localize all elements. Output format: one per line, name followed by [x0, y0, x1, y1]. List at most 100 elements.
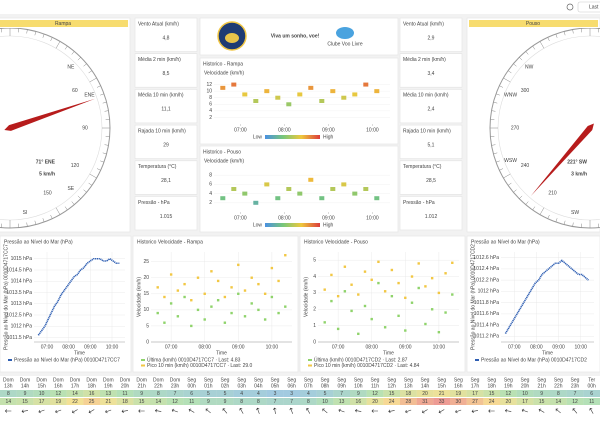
degree-label: 270: [511, 125, 520, 131]
legend-gradient: [265, 135, 320, 139]
gust-cell: [300, 398, 317, 405]
heat-cell: [352, 92, 358, 97]
y-tick-label: 0: [313, 339, 316, 345]
gust-cell: [316, 398, 334, 405]
forecast-day: Seg: [354, 377, 363, 383]
gust-value: 11: [189, 399, 194, 405]
gauge-tick: [26, 29, 28, 34]
y-tick-label: 1012.2 hPa: [473, 277, 499, 283]
gust-value: 15: [539, 399, 545, 405]
time-range-button[interactable]: [577, 1, 600, 13]
y-tick-label: 10: [206, 88, 212, 94]
refresh-icon[interactable]: [566, 3, 574, 11]
scatter-point: [451, 293, 454, 296]
y-tick-label: 1015 hPa: [11, 256, 33, 262]
gauge-tick: [519, 195, 523, 199]
wind-cell: [266, 390, 284, 397]
wind-value: 3: [274, 391, 277, 397]
gauge-tick: [104, 144, 109, 146]
gauge-tick: [42, 33, 45, 38]
stat-value: 29: [163, 142, 169, 148]
forecast-day: Seg: [337, 377, 346, 383]
wind-value: 11: [122, 391, 127, 397]
wind-value: 20: [422, 391, 428, 397]
y-tick-label: 10: [143, 307, 149, 313]
scatter-point: [424, 285, 427, 288]
scatter-point: [323, 288, 326, 291]
wind-cell: [66, 390, 84, 397]
wind-cell: [83, 390, 100, 397]
gauge-tick: [71, 51, 75, 55]
gust-cell: [83, 398, 100, 405]
y-tick-label: 1011.8 hPa: [474, 300, 499, 306]
y-tick-label: 6: [209, 182, 212, 188]
scatter-point: [270, 266, 274, 270]
gauge-tick: [77, 57, 81, 61]
forecast-day: Seg: [254, 377, 263, 383]
forecast-hour: 18h: [87, 383, 96, 389]
forecast-day: Seg: [421, 377, 430, 383]
gust-cell: [0, 398, 17, 405]
wind-value: 18: [406, 391, 412, 397]
heat-cell: [341, 182, 347, 187]
y-tick-label: 2: [209, 200, 212, 206]
gust-cell: [283, 398, 300, 405]
heat-cell: [363, 82, 369, 87]
speed-reading: 5 km/h: [39, 171, 55, 177]
scatter-point: [383, 326, 387, 329]
heat-cell: [286, 187, 292, 191]
scatter-point: [190, 299, 193, 302]
scatter-point: [223, 321, 227, 324]
y-tick-label: 2: [209, 115, 212, 121]
gauge-header-label: Pouso: [526, 21, 540, 27]
gauge-tick: [519, 57, 523, 61]
stat-value: 1.012: [425, 214, 438, 220]
legend-swatch: [141, 364, 145, 367]
gauge-needle: [530, 123, 594, 196]
heat-cell: [352, 191, 358, 196]
gauge-tick: [96, 85, 101, 88]
gust-cell: [366, 398, 384, 405]
wind-value: 9: [24, 391, 27, 397]
x-tick-label: 10:00: [574, 344, 587, 350]
gauge-tick: [532, 206, 536, 211]
wind-cell: [333, 390, 350, 397]
y-tick-label: 1012.4 hPa: [473, 266, 499, 272]
gust-cell: [583, 398, 600, 405]
y-tick-label: 2: [313, 307, 316, 313]
gauge-tick: [491, 144, 496, 146]
gauge-tick: [555, 218, 558, 223]
scatter-point: [169, 273, 173, 276]
heat-cell: [308, 177, 314, 182]
scatter-point: [277, 311, 280, 315]
scatter-point: [284, 254, 287, 257]
panel: [299, 235, 466, 373]
forecast-day: Seg: [571, 377, 580, 383]
gust-value: 14: [6, 399, 12, 405]
y-tick-label: 5: [146, 323, 149, 329]
wind-arrow: [488, 409, 495, 413]
wind-cell: [166, 390, 184, 397]
compass-label: NE: [67, 65, 75, 71]
wind-cell: [0, 390, 17, 397]
legend-low: Low: [253, 222, 263, 228]
heatmap-ylabel: Velocidade (km/h): [204, 158, 244, 164]
stat-label: Rajada 10 min (km/h): [403, 128, 451, 134]
x-tick-label: 08:00: [278, 127, 291, 133]
scatter-point: [370, 278, 373, 282]
heat-cell: [374, 196, 380, 201]
scatter-point: [370, 317, 373, 321]
gust-value: 19: [56, 399, 62, 405]
stat-label: Média 10 min (km/h): [403, 93, 449, 99]
gauge-tick: [71, 201, 75, 205]
y-tick-label: 1014 hPa: [11, 279, 33, 285]
panel: [399, 160, 463, 195]
wind-cell: [50, 390, 67, 397]
y-tick-label: 1: [313, 323, 316, 329]
gauge-tick: [513, 189, 517, 193]
legend-low: Low: [253, 134, 263, 140]
gust-cell: [350, 398, 367, 405]
scatter-point: [270, 295, 274, 299]
stat-value: 3,4: [428, 71, 435, 77]
